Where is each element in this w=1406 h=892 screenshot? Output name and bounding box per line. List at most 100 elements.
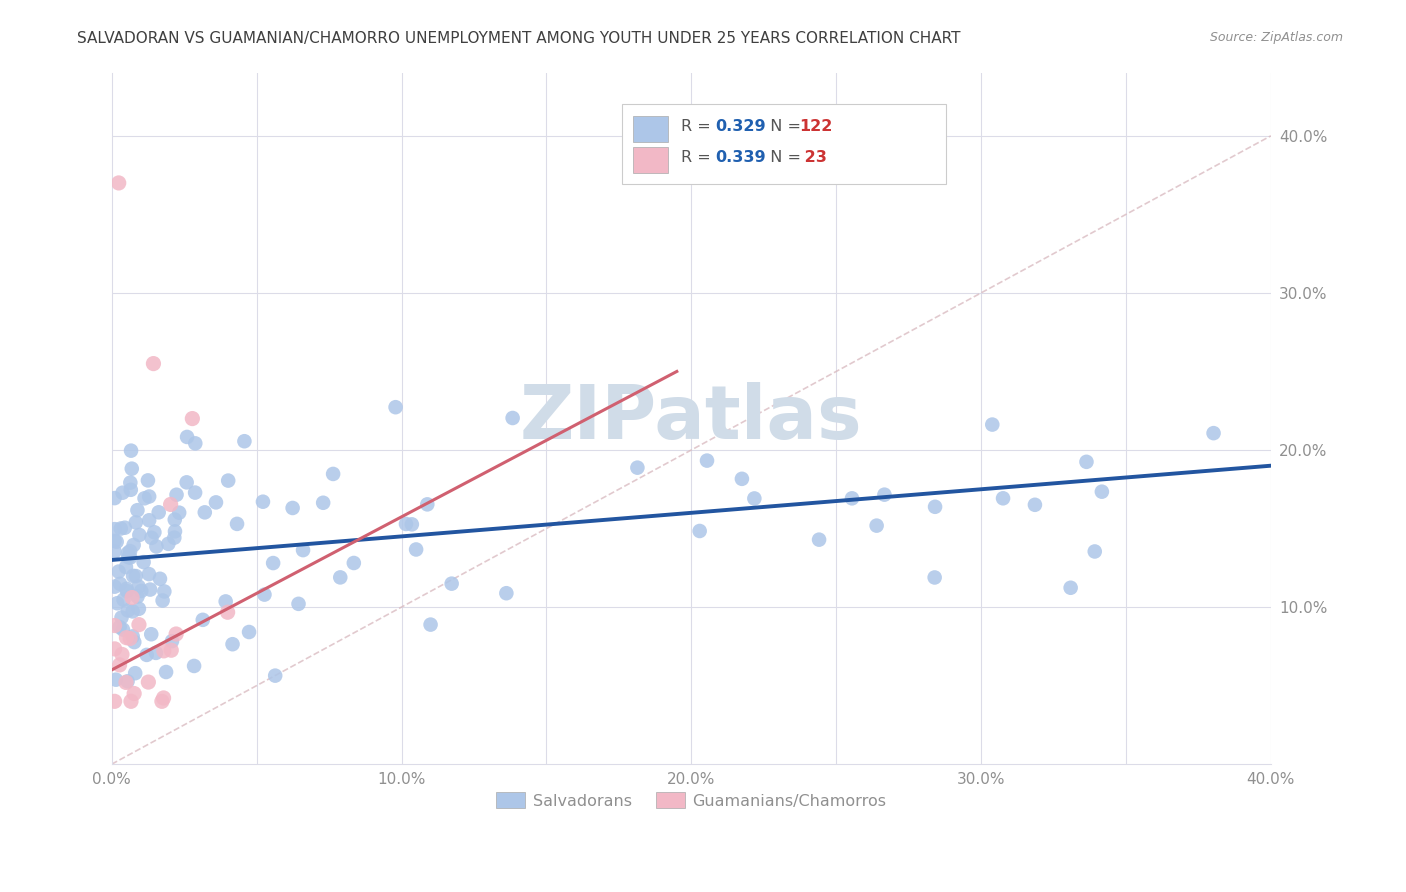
Point: [121, 629, 143, 643]
Point: [115, 560, 138, 574]
Text: 0.329: 0.329: [716, 120, 766, 135]
FancyBboxPatch shape: [633, 147, 668, 173]
Point: [395, 516, 418, 531]
Point: [184, 436, 207, 450]
Point: [104, 618, 127, 632]
Point: [221, 637, 243, 651]
Point: [626, 460, 648, 475]
Point: [111, 648, 134, 662]
Point: [120, 694, 142, 708]
Point: [122, 538, 145, 552]
Point: [153, 644, 176, 658]
Point: [166, 488, 188, 502]
Point: [226, 516, 249, 531]
Point: [440, 576, 463, 591]
Point: [981, 417, 1004, 432]
Point: [163, 524, 186, 539]
Point: [104, 673, 127, 687]
Point: [217, 474, 239, 488]
Point: [419, 617, 441, 632]
Point: [181, 411, 204, 425]
Point: [155, 665, 177, 679]
Point: [233, 434, 256, 449]
Text: 23: 23: [799, 151, 827, 166]
Point: [329, 570, 352, 584]
Point: [281, 500, 304, 515]
Point: [138, 490, 160, 504]
Point: [253, 588, 276, 602]
Point: [145, 540, 167, 554]
Point: [696, 453, 718, 467]
Point: [108, 620, 131, 634]
Point: [264, 668, 287, 682]
Text: 0.339: 0.339: [716, 151, 766, 166]
Point: [122, 635, 145, 649]
Point: [138, 513, 160, 527]
Point: [163, 512, 186, 526]
Point: [139, 582, 162, 597]
Point: [134, 491, 156, 506]
Text: N =: N =: [759, 151, 806, 166]
Point: [115, 675, 138, 690]
Point: [114, 521, 136, 535]
Point: [1024, 498, 1046, 512]
Point: [125, 569, 148, 583]
Point: [160, 643, 183, 657]
Point: [865, 518, 887, 533]
Point: [1084, 544, 1107, 558]
Point: [104, 694, 127, 708]
Point: [107, 176, 129, 190]
Point: [167, 506, 190, 520]
Point: [1202, 426, 1225, 441]
Point: [145, 646, 167, 660]
Point: [117, 546, 139, 560]
Point: [141, 627, 163, 641]
Point: [176, 430, 198, 444]
Point: [105, 534, 128, 549]
Point: [122, 569, 145, 583]
Point: [405, 542, 427, 557]
Point: [689, 524, 711, 538]
Point: [1091, 484, 1114, 499]
Point: [991, 491, 1014, 506]
Point: [143, 525, 166, 540]
Point: [104, 522, 127, 536]
Point: [121, 591, 143, 605]
Text: Source: ZipAtlas.com: Source: ZipAtlas.com: [1209, 31, 1343, 45]
Point: [176, 475, 198, 490]
Point: [148, 505, 170, 519]
Point: [107, 565, 129, 579]
Point: [108, 576, 131, 591]
Point: [194, 505, 217, 519]
Text: ZIPatlas: ZIPatlas: [520, 382, 863, 455]
Point: [121, 461, 143, 475]
Point: [104, 544, 127, 558]
Text: 122: 122: [799, 120, 832, 135]
Point: [129, 583, 152, 598]
Point: [120, 475, 142, 490]
Point: [132, 555, 155, 569]
Point: [142, 357, 165, 371]
Point: [252, 494, 274, 508]
Point: [104, 491, 127, 505]
Point: [873, 488, 896, 502]
Point: [152, 593, 174, 607]
Point: [924, 570, 946, 584]
Point: [163, 531, 186, 545]
Point: [117, 603, 139, 617]
Point: [120, 483, 142, 497]
Point: [120, 443, 142, 458]
Point: [262, 556, 284, 570]
Point: [115, 631, 138, 645]
Point: [124, 666, 146, 681]
Point: [122, 687, 145, 701]
Point: [217, 605, 239, 619]
Text: SALVADORAN VS GUAMANIAN/CHAMORRO UNEMPLOYMENT AMONG YOUTH UNDER 25 YEARS CORRELA: SALVADORAN VS GUAMANIAN/CHAMORRO UNEMPLO…: [77, 31, 960, 46]
Point: [104, 641, 127, 656]
Point: [159, 498, 181, 512]
Point: [127, 590, 149, 604]
Point: [312, 496, 335, 510]
Point: [238, 625, 260, 640]
Point: [184, 485, 207, 500]
Point: [104, 580, 127, 594]
